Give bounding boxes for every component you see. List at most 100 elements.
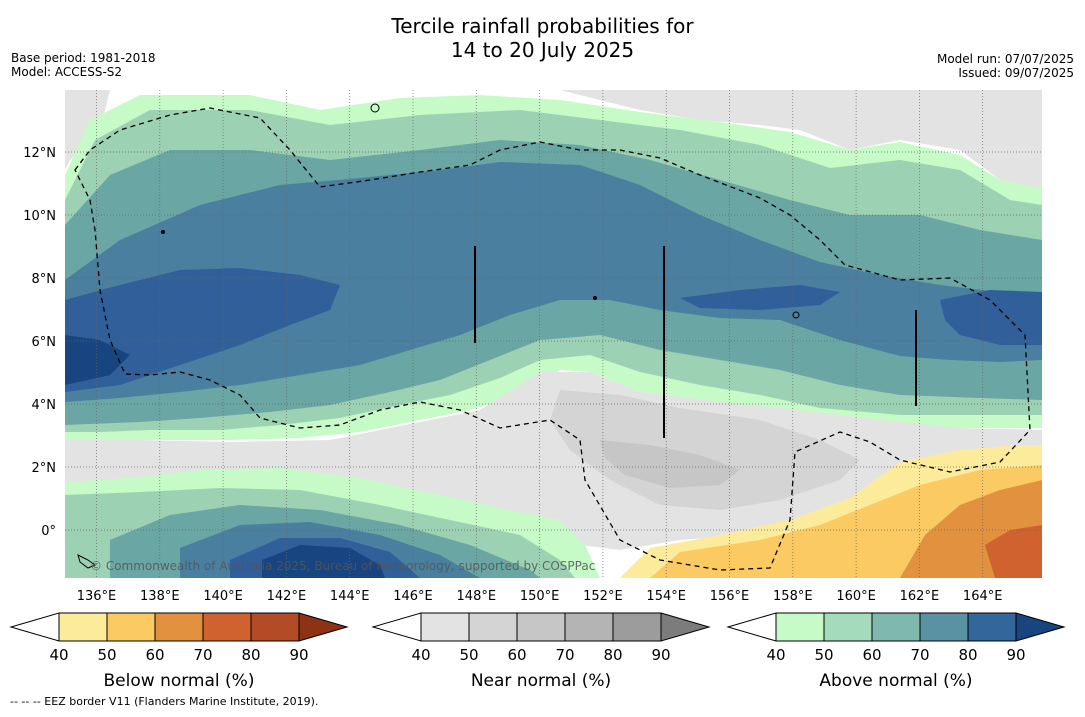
colorbar-tick-label: 60 (145, 646, 164, 664)
colorbar-tick-label: 70 (555, 646, 574, 664)
colorbar-segment (919, 612, 969, 642)
colorbar-tick-label: 50 (97, 646, 116, 664)
colorbar-tick-label: 80 (958, 646, 977, 664)
probability-field: © Commonwealth of Australia 2025, Bureau… (65, 90, 1042, 578)
longitude-label: 164°E (963, 589, 1003, 604)
above-normal-80-region (680, 285, 840, 310)
colorbar-tick-label: 50 (814, 646, 833, 664)
model-run-text: Model run: 07/07/2025 (936, 52, 1074, 66)
longitude-label: 142°E (267, 589, 307, 604)
longitude-label: 156°E (710, 589, 750, 604)
longitude-label: 136°E (77, 589, 117, 604)
above-normal-90-region (65, 335, 130, 385)
island (370, 103, 380, 113)
colorbar-tick-label: 70 (910, 646, 929, 664)
longitude-label: 148°E (457, 589, 497, 604)
colorbar-title: Near normal (%) (471, 671, 611, 691)
colorbar-max-arrow (660, 612, 711, 642)
base-period-text: Base period: 1981-2018 (11, 51, 156, 65)
island-group (77, 554, 97, 569)
above-normal-90-region (262, 545, 385, 578)
colorbar-segment (468, 612, 518, 642)
colorbar-max-arrow (1015, 612, 1066, 642)
longitude-label: 160°E (836, 589, 876, 604)
below-normal-70-region (985, 525, 1042, 578)
colorbar-title: Above normal (%) (819, 671, 972, 691)
near-normal-region (560, 90, 1042, 190)
colorbar-tick-label: 80 (241, 646, 260, 664)
latitude-label: 2°N (32, 461, 57, 476)
colorbar-segment (516, 612, 566, 642)
longitude-label: 146°E (393, 589, 433, 604)
colorbar-tick-label: 60 (507, 646, 526, 664)
colorbar-segment (775, 612, 825, 642)
longitude-label: 140°E (203, 589, 243, 604)
longitude-label: 154°E (646, 589, 686, 604)
island (593, 296, 597, 300)
issued-text: Issued: 09/07/2025 (958, 66, 1074, 80)
latitude-label: 4°N (32, 398, 57, 413)
colorbar-near: 40 50 60 70 80 90 Near normal (%) (371, 612, 711, 691)
longitude-label: 144°E (330, 589, 370, 604)
meta-left: Base period: 1981-2018 Model: ACCESS-S2 (11, 51, 156, 79)
latitude-label: 0° (41, 524, 56, 539)
latitude-label: 10°N (23, 209, 56, 224)
near-normal-region (65, 372, 1042, 550)
longitude-labels: 136°E 138°E 140°E 142°E 144°E 146°E 148°E 150°E… (77, 589, 1003, 604)
colorbar-segment (250, 612, 300, 642)
latitude-labels: 12°N 10°N 8°N 6°N 4°N 2°N 0° (23, 146, 56, 539)
colorbar-segment (202, 612, 252, 642)
colorbar-tick-label: 40 (411, 646, 430, 664)
colorbar-tick-label: 90 (651, 646, 670, 664)
colorbar-max-arrow (298, 612, 349, 642)
longitude-label: 152°E (583, 589, 623, 604)
colorbar-title: Below normal (%) (104, 671, 255, 691)
graticule (65, 90, 1042, 578)
colorbar-min-arrow (371, 612, 422, 642)
colorbar-tick-label: 60 (862, 646, 881, 664)
map-title: Tercile rainfall probabilities for 14 to… (0, 14, 1085, 62)
colorbar-segment (106, 612, 156, 642)
colorbar-tick-label: 90 (1006, 646, 1025, 664)
title-line-1: Tercile rainfall probabilities for (391, 14, 694, 38)
above-normal-80-region (65, 268, 340, 392)
above-normal-70-region (65, 162, 1042, 402)
colorbar-below: 40 50 60 70 80 90 Below normal (%) (9, 612, 349, 691)
island (161, 230, 165, 234)
longitude-label: 138°E (140, 589, 180, 604)
eez-footnote: -- -- -- EEZ border V11 (Flanders Marine… (10, 695, 319, 708)
colorbars: 40 50 60 70 80 90 Below normal (%) 40 50 60 70 80 90… (9, 612, 1066, 691)
map-watermark: © Commonwealth of Australia 2025, Bureau… (90, 559, 595, 573)
colorbar-tick-label: 40 (49, 646, 68, 664)
meta-right: Model run: 07/07/2025 Issued: 09/07/2025 (937, 52, 1074, 80)
colorbar-tick-label: 50 (459, 646, 478, 664)
colorbar-segment (967, 612, 1017, 642)
model-text: Model: ACCESS-S2 (11, 65, 123, 79)
near-normal-50-region (550, 390, 860, 510)
colorbar-segment (612, 612, 662, 642)
eez-border (74, 107, 1031, 571)
colorbar-segment (823, 612, 873, 642)
latitude-label: 8°N (32, 272, 57, 287)
colorbar-above: 40 50 60 70 80 90 Above normal (%) (726, 612, 1066, 691)
colorbar-min-arrow (726, 612, 777, 642)
colorbar-tick-label: 90 (289, 646, 308, 664)
colorbar-tick-label: 40 (766, 646, 785, 664)
colorbar-segment (871, 612, 921, 642)
title-line-2: 14 to 20 July 2025 (450, 38, 635, 62)
longitude-label: 150°E (520, 589, 560, 604)
latitude-label: 6°N (32, 335, 57, 350)
island (792, 311, 800, 319)
near-normal-60-region (600, 440, 740, 488)
colorbar-tick-label: 80 (603, 646, 622, 664)
colorbar-tick-label: 70 (193, 646, 212, 664)
above-normal-80-region (940, 290, 1042, 345)
colorbar-segment (154, 612, 204, 642)
longitude-label: 158°E (773, 589, 813, 604)
colorbar-segment (58, 612, 108, 642)
colorbar-segment (564, 612, 614, 642)
colorbar-segment (420, 612, 470, 642)
colorbar-min-arrow (9, 612, 60, 642)
longitude-label: 162°E (900, 589, 940, 604)
